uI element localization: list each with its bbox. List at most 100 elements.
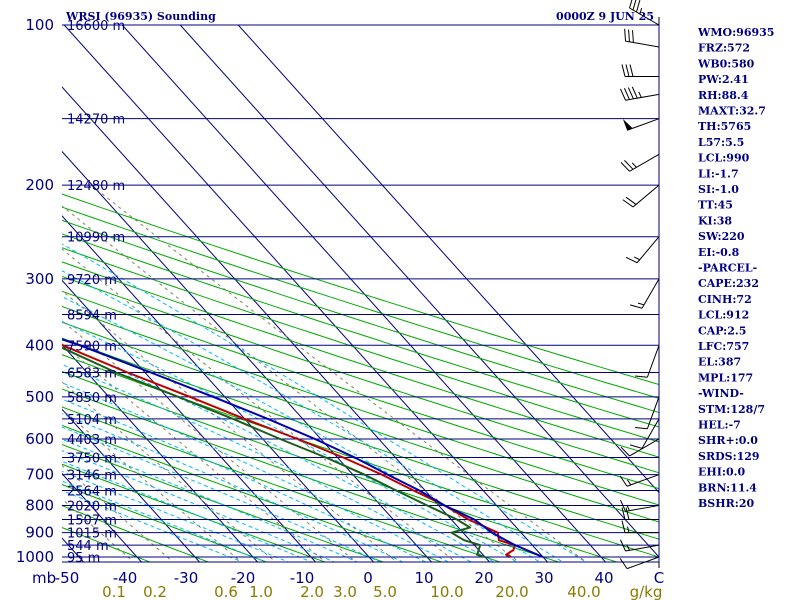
mixing-ratio-tick-label: 0.1 [102, 583, 126, 600]
barb-staff [625, 504, 660, 512]
index-item: FRZ:572 [698, 42, 750, 55]
index-row-bg [697, 25, 765, 38]
wind-barb [621, 507, 659, 520]
wind-barb [629, 0, 660, 26]
dry-adiabat-line [62, 321, 659, 523]
barb-staff [625, 544, 660, 552]
index-item: WMO:96935 [697, 26, 774, 39]
dry-adiabat-line [62, 443, 385, 562]
sounding-time: 0000Z 9 JUN 25 [556, 10, 654, 23]
isotherm-line [121, 25, 606, 562]
dry-adiabat-line [62, 406, 502, 562]
wind-barb [629, 278, 660, 309]
barb-full [627, 87, 634, 100]
isotherm-line [62, 344, 258, 562]
barb-staff [626, 556, 660, 570]
indices-panel: WMO:96935 FRZ:572 WB0:580 PW:2.41 RH:88.4 MAX… [697, 25, 774, 510]
barb-staff [629, 438, 660, 457]
moist-adiabat-line [62, 438, 359, 562]
profile-series-2 [62, 338, 544, 558]
index-row-bg [697, 119, 765, 133]
barb-half [637, 302, 645, 306]
dry-adiabat-line [62, 275, 659, 474]
barb-full [620, 499, 626, 512]
moist-adiabat-line [62, 382, 450, 562]
temperature-tick-label: 20 [474, 569, 493, 587]
index-item: STM:128/7 [698, 403, 765, 416]
index-item: CAPE:232 [698, 277, 759, 290]
barb-half [631, 162, 637, 168]
moist-adiabat-line [62, 489, 244, 562]
barb-full [629, 64, 634, 77]
mixing-ratio-line [62, 320, 357, 562]
index-row-bg [697, 291, 765, 305]
height-level-label: 1015 m [67, 527, 117, 542]
height-level-label: 95 m [67, 551, 100, 566]
barb-half [626, 504, 630, 511]
barb-full [620, 446, 630, 457]
index-row-bg [697, 276, 765, 290]
index-item: MAXT:32.7 [698, 105, 766, 118]
moist-adiabat-line [62, 320, 518, 562]
height-level-label: 544 m [67, 539, 109, 554]
barb-half [639, 7, 643, 15]
index-item: EL:387 [698, 356, 741, 369]
index-row-bg [697, 401, 765, 415]
index-item: EHI:0.0 [698, 466, 745, 479]
barb-half [626, 544, 630, 551]
index-item: -PARCEL- [698, 262, 757, 275]
height-level-label: 14270 m [67, 113, 125, 128]
barb-half [626, 479, 632, 486]
height-level-label: 3750 m [67, 451, 117, 466]
index-item: CAP:2.5 [698, 324, 746, 337]
height-level-label: 5850 m [67, 391, 117, 406]
barb-full [629, 0, 633, 9]
mixing-ratio-tick-label: 3.0 [333, 583, 357, 600]
moist-adiabat-line [62, 413, 404, 562]
isotherm-line [62, 150, 432, 562]
mixing-ratio-line [62, 498, 135, 562]
pressure-tick-label: 1000 [16, 548, 54, 566]
temperature-tick-label: 0 [363, 569, 373, 587]
moist-adiabat-line [62, 426, 382, 562]
pressure-unit-label: mb [32, 569, 56, 587]
moist-adiabat-line [62, 363, 473, 562]
wind-barb [620, 86, 660, 101]
barb-full [624, 28, 627, 42]
wind-barb [621, 520, 659, 534]
barb-full [621, 507, 626, 520]
pressure-tick-label: 400 [25, 336, 54, 354]
barb-staff [625, 93, 660, 101]
barb-full [625, 256, 638, 264]
barb-staff [646, 345, 660, 378]
height-level-label: 3146 m [67, 469, 117, 484]
wind-barb [620, 539, 660, 552]
index-item: MPL:177 [698, 371, 753, 384]
moist-adiabat-line [62, 296, 541, 562]
index-item: L57:5.5 [698, 136, 744, 149]
barb-full [632, 30, 634, 43]
height-level-label: 7590 m [67, 339, 117, 354]
mixing-ratio-unit-label: g/kg [630, 583, 663, 600]
wind-barb [624, 28, 660, 48]
barb-full [624, 160, 634, 170]
dry-adiabat-line [62, 233, 659, 428]
dry-adiabat-line [62, 247, 659, 443]
dry-adiabat-line [62, 527, 152, 562]
pressure-tick-label: 600 [25, 430, 54, 448]
isotherm-line [237, 25, 659, 494]
barb-staff [626, 474, 660, 487]
barb-full [631, 86, 638, 99]
dry-adiabat-line [62, 505, 210, 562]
height-level-label: 2564 m [67, 485, 117, 500]
pressure-tick-label: 900 [25, 524, 54, 542]
pressure-tick-label: 100 [25, 16, 54, 34]
wind-barb [619, 556, 660, 570]
barb-full [632, 0, 637, 11]
wind-barb [635, 345, 660, 378]
wind-barb [622, 118, 660, 131]
barb-full [625, 64, 630, 77]
